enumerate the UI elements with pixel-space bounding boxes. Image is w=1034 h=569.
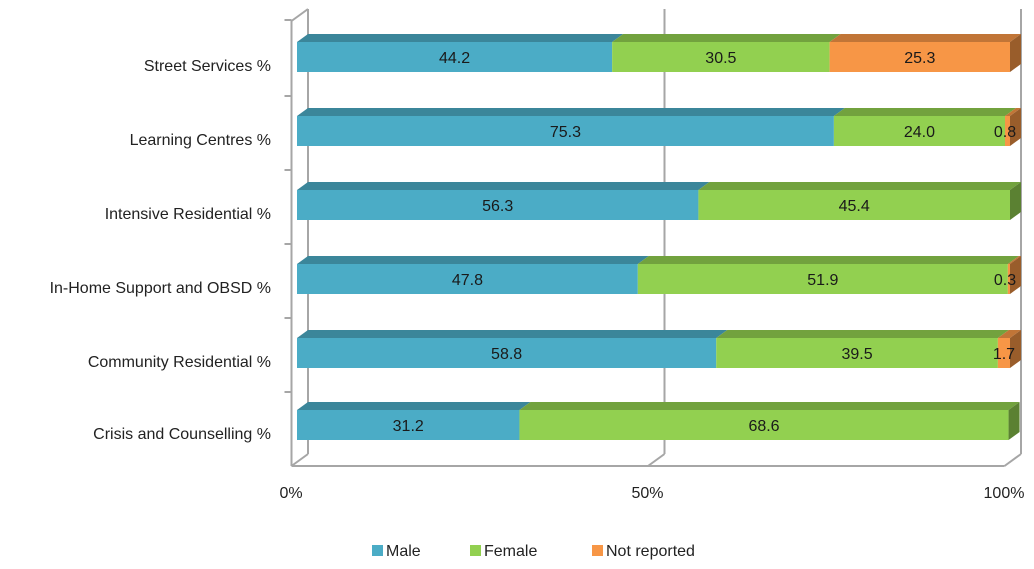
legend-item-2: Not reported	[592, 543, 695, 560]
legend: Male Female Not reported	[372, 543, 695, 560]
x-tick-label-0: 0%	[279, 485, 302, 502]
floor-depth-line-0	[290, 453, 309, 467]
category-label-3: In-Home Support and OBSD %	[50, 280, 271, 297]
bar-front-face	[612, 42, 830, 72]
bar-side-face	[1010, 34, 1021, 72]
bar-segment-1-0	[297, 108, 845, 146]
bar-front-face	[833, 116, 1006, 146]
data-label-1-0: 75.3	[550, 124, 581, 141]
bar-segment-5-0	[297, 402, 531, 440]
bar-segment-4-2	[997, 330, 1021, 368]
category-label-2: Intensive Residential %	[105, 206, 271, 223]
bar-segment-5-1	[519, 402, 1020, 440]
left-wall-top-edge	[290, 8, 309, 22]
bar-segment-1-1	[833, 108, 1017, 146]
bar-top-face	[297, 108, 845, 116]
bar-top-face	[1005, 108, 1021, 116]
bar-side-face	[1008, 402, 1020, 440]
labels-layer: 0% 50% 100% 44.2 30.5 25.3 Street Services % 75…	[50, 50, 1025, 502]
legend-item-0: Male	[372, 543, 421, 560]
bar-front-face	[698, 190, 1010, 220]
legend-label-2: Not reported	[606, 543, 695, 560]
data-label-4-1: 39.5	[841, 346, 872, 363]
bar-top-face	[297, 330, 728, 338]
bar-front-face	[297, 190, 699, 220]
bar-top-face	[297, 182, 710, 190]
data-label-0-2: 25.3	[904, 50, 935, 67]
category-label-5: Crisis and Counselling %	[93, 426, 271, 443]
bar-front-face	[297, 410, 520, 440]
x-tick-label-1: 50%	[631, 485, 663, 502]
bar-side-face	[1010, 108, 1021, 146]
data-label-3-0: 47.8	[452, 272, 483, 289]
x-tick-label-2: 100%	[984, 485, 1025, 502]
bars-layer	[297, 34, 1021, 440]
bar-side-face	[1010, 182, 1021, 220]
bar-segment-0-1	[612, 34, 841, 72]
bar-front-face	[297, 264, 638, 294]
bar-front-face	[297, 116, 834, 146]
bar-segment-0-0	[297, 34, 624, 72]
bar-top-face	[297, 402, 531, 410]
data-label-0-1: 30.5	[705, 50, 736, 67]
bar-front-face	[297, 338, 717, 368]
legend-item-1: Female	[470, 543, 537, 560]
data-label-0-0: 44.2	[439, 50, 470, 67]
bar-segment-1-2	[1005, 108, 1021, 146]
data-label-5-1: 68.6	[748, 418, 779, 435]
data-label-4-0: 58.8	[491, 346, 522, 363]
data-label-2-1: 45.4	[839, 198, 870, 215]
bar-segment-3-1	[637, 256, 1019, 294]
bar-top-face	[716, 330, 1009, 338]
bar-front-face	[637, 264, 1008, 294]
bar-top-face	[833, 108, 1017, 116]
floor-depth-line-2	[1003, 453, 1022, 467]
legend-label-1: Female	[484, 543, 537, 560]
bar-top-face	[519, 402, 1020, 410]
data-label-1-1: 24.0	[904, 124, 935, 141]
bar-front-face	[716, 338, 998, 368]
data-label-3-1: 51.9	[807, 272, 838, 289]
legend-swatch-0	[372, 545, 383, 556]
bar-top-face	[297, 34, 624, 42]
bar-segment-0-2	[829, 34, 1021, 72]
bar-front-face	[829, 42, 1010, 72]
bar-top-face	[1007, 256, 1021, 264]
legend-swatch-2	[592, 545, 603, 556]
bar-top-face	[698, 182, 1021, 190]
bar-top-face	[997, 330, 1021, 338]
data-label-2-0: 56.3	[482, 198, 513, 215]
legend-label-0: Male	[386, 543, 421, 560]
bar-segment-4-1	[716, 330, 1009, 368]
bar-front-face	[997, 338, 1010, 368]
bar-top-face	[297, 256, 649, 264]
floor-depth-line-1	[647, 453, 666, 467]
category-label-0: Street Services %	[144, 58, 271, 75]
bar-segment-2-0	[297, 182, 710, 220]
bar-top-face	[612, 34, 841, 42]
bar-front-face	[519, 410, 1009, 440]
bar-segment-3-2	[1007, 256, 1021, 294]
data-label-5-0: 31.2	[393, 418, 424, 435]
grid-layer	[284, 8, 1022, 467]
bar-top-face	[829, 34, 1021, 42]
bar-segment-4-0	[297, 330, 728, 368]
bar-front-face	[1005, 116, 1010, 146]
bar-top-face	[637, 256, 1019, 264]
bar-segment-3-0	[297, 256, 649, 294]
category-label-1: Learning Centres %	[130, 132, 271, 149]
legend-swatch-1	[470, 545, 481, 556]
data-label-3-2: 0.3	[994, 272, 1016, 289]
bar-segment-2-1	[698, 182, 1021, 220]
data-label-4-2: 1.7	[993, 346, 1015, 363]
bar-side-face	[1010, 330, 1021, 368]
bar-front-face	[1007, 264, 1010, 294]
bar-side-face	[1010, 256, 1021, 294]
bar-front-face	[297, 42, 613, 72]
data-label-1-2: 0.8	[994, 124, 1016, 141]
category-label-4: Community Residential %	[88, 354, 271, 371]
